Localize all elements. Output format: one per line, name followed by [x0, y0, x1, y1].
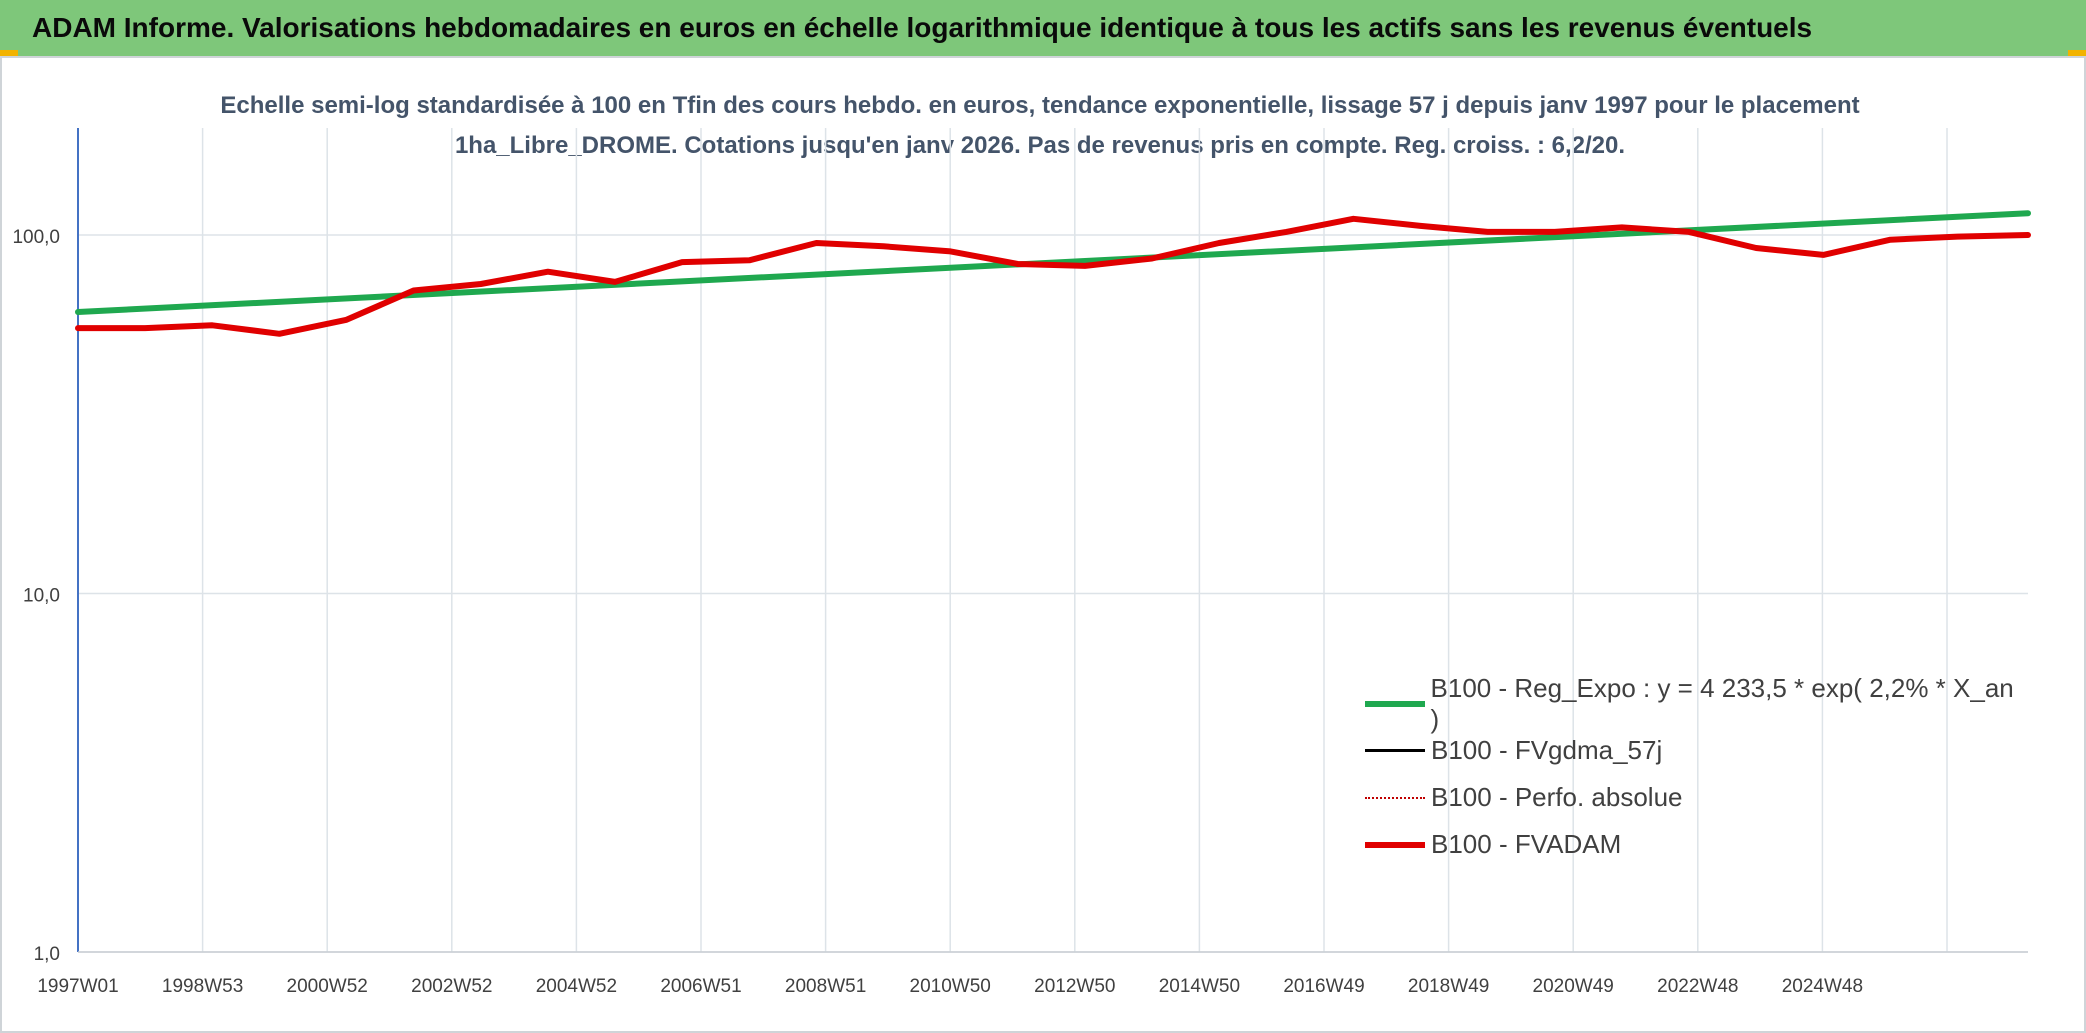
x-tick-label: 2010W50	[910, 976, 991, 997]
series-line-3	[75, 215, 2031, 337]
legend-swatch-fvgdma	[1365, 749, 1425, 752]
chart-legend: B100 - Reg_Expo : y = 4 233,5 * exp( 2,2…	[1365, 673, 2025, 868]
legend-item: B100 - Reg_Expo : y = 4 233,5 * exp( 2,2…	[1365, 673, 2025, 734]
x-tick-label: 1997W01	[37, 976, 118, 997]
legend-item: B100 - FVgdma_57j	[1365, 727, 2025, 774]
x-tick-label: 2002W52	[411, 976, 492, 997]
chart-area	[0, 56, 2086, 1033]
legend-item: B100 - FVADAM	[1365, 821, 2025, 868]
legend-label: B100 - Perfo. absolue	[1431, 782, 1683, 812]
legend-label: B100 - Reg_Expo : y = 4 233,5 * exp( 2,2…	[1430, 672, 2014, 734]
legend-swatch-fvadam	[1365, 841, 1425, 848]
report-title: ADAM Informe. Valorisations hebdomadaire…	[32, 12, 1813, 43]
legend-swatch-perfo	[1365, 796, 1425, 799]
y-tick-label: 1,0	[34, 944, 60, 965]
x-tick-label: 2014W50	[1159, 976, 1240, 997]
x-tick-label: 2016W49	[1283, 976, 1364, 997]
y-tick-label: 100,0	[12, 227, 60, 248]
x-tick-label: 2008W51	[785, 976, 866, 997]
legend-label: B100 - FVgdma_57j	[1431, 735, 1663, 765]
corner-marker	[0, 50, 18, 61]
legend-item: B100 - Perfo. absolue	[1365, 774, 2025, 821]
x-tick-label: 2024W48	[1782, 976, 1863, 997]
x-tick-label: 2012W50	[1034, 976, 1115, 997]
x-tick-label: 2006W51	[660, 976, 741, 997]
report-banner: ADAM Informe. Valorisations hebdomadaire…	[0, 0, 2086, 56]
legend-swatch-reg-expo	[1365, 700, 1425, 707]
x-tick-label: 2018W49	[1408, 976, 1489, 997]
chart-title: Echelle semi-log standardisée à 100 en T…	[220, 92, 1860, 159]
x-tick-label: 2020W49	[1533, 976, 1614, 997]
y-tick-label: 10,0	[23, 586, 60, 607]
x-tick-label: 1998W53	[162, 976, 243, 997]
x-tick-label: 2004W52	[536, 976, 617, 997]
x-tick-label: 2022W48	[1657, 976, 1738, 997]
legend-label: B100 - FVADAM	[1431, 829, 1622, 859]
x-tick-label: 2000W52	[287, 976, 368, 997]
corner-marker	[2068, 50, 2086, 61]
